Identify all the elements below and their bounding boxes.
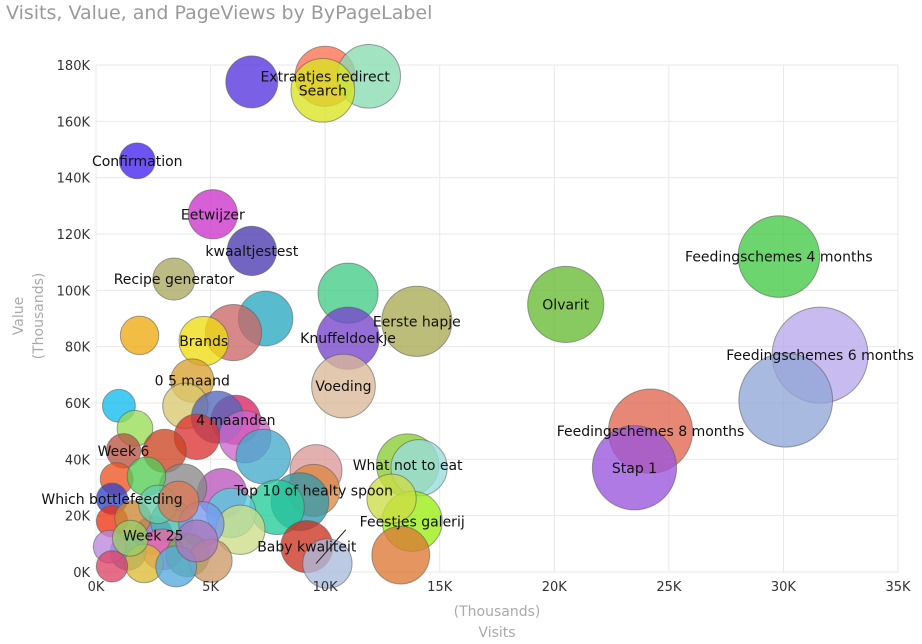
bubble[interactable] — [527, 265, 605, 343]
bubble[interactable] — [302, 538, 353, 589]
bubble-label: Stap 1 — [612, 461, 657, 477]
bubble[interactable] — [152, 257, 196, 301]
y-axis-title: Value — [11, 297, 27, 335]
x-tick-label: 15K — [427, 580, 453, 595]
label-leader-line — [315, 529, 347, 564]
bubble-label: Knuffeldoekje — [300, 331, 396, 347]
bubble-label: kwaaltjestest — [205, 244, 298, 260]
axes: (Thousands) Visits Value (Thousands) 0K 2… — [11, 59, 911, 641]
bubble-label: What not to eat — [353, 458, 463, 474]
bubble[interactable] — [366, 473, 417, 524]
y-tick-label: 60K — [65, 397, 91, 412]
y-tick-label: 180K — [57, 59, 91, 74]
bubble-label: Top 10 of healty spoon — [233, 483, 393, 499]
bubble[interactable] — [95, 550, 129, 583]
x-axis-title: Visits — [478, 625, 515, 641]
bubble-label: Feedingschemes 4 months — [685, 250, 873, 266]
bubble[interactable] — [311, 353, 376, 419]
bubble[interactable] — [591, 425, 678, 511]
bubble[interactable] — [737, 215, 821, 298]
bubble[interactable] — [381, 285, 453, 357]
bubble-label: Week 25 — [123, 528, 184, 544]
bubble-label: Confirmation — [92, 154, 183, 170]
y-tick-label: 120K — [57, 228, 91, 243]
bubble-label: Feedingschemes 6 months — [726, 348, 914, 364]
bubble-label: Feestjes galerij — [360, 514, 465, 530]
bubble[interactable] — [118, 142, 156, 180]
bubble[interactable] — [290, 58, 356, 123]
bubble-label: Recipe generator — [114, 272, 235, 288]
bubble-label: Eetwijzer — [181, 207, 245, 223]
x-tick-label: 10K — [313, 580, 339, 595]
bubble[interactable] — [225, 55, 279, 109]
bubble-label: Search — [299, 83, 347, 99]
bubble-label: Eerste hapje — [373, 314, 461, 330]
x-tick-label: 20K — [542, 580, 568, 595]
bubble-label: Which bottlefeeding — [41, 492, 182, 508]
x-tick-label: 35K — [885, 580, 911, 595]
bubble[interactable] — [119, 315, 160, 356]
bubble-label: 0 5 maand — [155, 373, 230, 389]
bubble[interactable] — [187, 189, 239, 240]
x-tick-label: 30K — [771, 580, 797, 595]
bubble[interactable] — [157, 480, 200, 523]
y-axis-unit: (Thousands) — [31, 273, 47, 360]
y-tick-label: 40K — [65, 453, 91, 468]
bubble[interactable] — [235, 428, 292, 485]
bubble-label: Extraatjes redirect — [260, 69, 390, 85]
y-tick-label: 160K — [57, 115, 91, 130]
x-tick-label: 0K — [88, 580, 105, 595]
x-tick-label: 25K — [656, 580, 682, 595]
y-tick-label: 20K — [65, 510, 91, 525]
bubble-label: Voeding — [315, 379, 371, 395]
bubble-label: Week 6 — [98, 444, 150, 460]
chart-title: Visits, Value, and PageViews by ByPageLa… — [6, 2, 433, 24]
bubble[interactable] — [175, 519, 219, 563]
bubble-label: Brands — [179, 334, 228, 350]
bubble-label: Baby kwaliteit — [257, 540, 357, 556]
bubble-label: Feedingschemes 8 months — [557, 424, 745, 440]
y-tick-label: 100K — [57, 284, 91, 299]
x-tick-label: 5K — [202, 580, 219, 595]
bubble[interactable] — [111, 519, 149, 557]
bubble[interactable] — [738, 352, 834, 448]
x-axis-unit: (Thousands) — [454, 604, 541, 620]
y-tick-label: 80K — [65, 341, 91, 356]
bubble-label: Olvarit — [542, 297, 589, 313]
bubble-labels: Feedingschemes 4 months Olvarit Feedingsch… — [41, 69, 914, 564]
y-tick-label: 140K — [57, 172, 91, 187]
bubble[interactable] — [371, 525, 431, 585]
bubble-label: 4 maanden — [196, 413, 275, 429]
bubbles — [92, 43, 869, 589]
y-tick-label: 0K — [73, 566, 90, 581]
bubble[interactable] — [226, 225, 277, 277]
